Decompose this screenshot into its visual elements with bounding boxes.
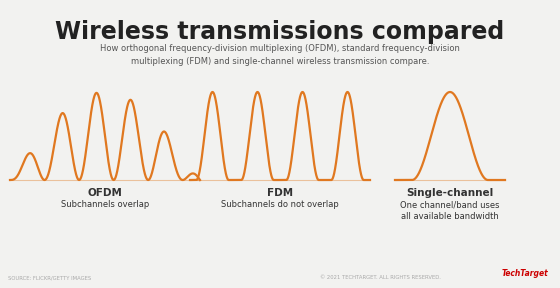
- Text: © 2021 TECHTARGET. ALL RIGHTS RESERVED.: © 2021 TECHTARGET. ALL RIGHTS RESERVED.: [320, 275, 441, 280]
- Text: SOURCE: FLICKR/GETTY IMAGES: SOURCE: FLICKR/GETTY IMAGES: [8, 275, 91, 280]
- Text: TechTarget: TechTarget: [501, 269, 548, 278]
- Text: How orthogonal frequency-division multiplexing (OFDM), standard frequency-divisi: How orthogonal frequency-division multip…: [100, 44, 460, 65]
- Text: Subchannels do not overlap: Subchannels do not overlap: [221, 200, 339, 209]
- Text: Subchannels overlap: Subchannels overlap: [61, 200, 149, 209]
- Text: Wireless transmissions compared: Wireless transmissions compared: [55, 20, 505, 44]
- Text: Single-channel: Single-channel: [407, 188, 493, 198]
- Text: One channel/band uses
all available bandwidth: One channel/band uses all available band…: [400, 200, 500, 221]
- Text: FDM: FDM: [267, 188, 293, 198]
- Text: OFDM: OFDM: [87, 188, 123, 198]
